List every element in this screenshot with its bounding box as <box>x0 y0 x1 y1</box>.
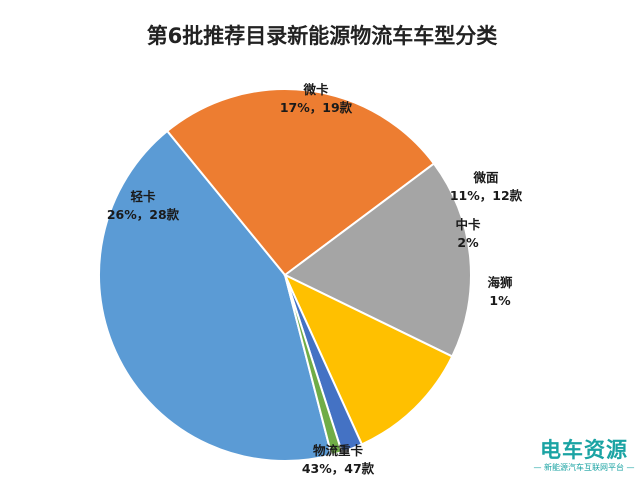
slice-value-label: 11%，12款 <box>450 188 523 203</box>
slice-name-label: 中卡 <box>455 217 481 232</box>
watermark-logo: 电车资源 — 新能源汽车互联网平台 — <box>528 438 640 474</box>
pie-slice-4 <box>282 272 454 446</box>
pie-slice-1 <box>98 129 333 462</box>
chart-title: 第6批推荐目录新能源物流车车型分类 <box>146 24 498 48</box>
slice-value-label: 1% <box>489 293 511 308</box>
pie-slice-2 <box>165 88 436 277</box>
slice-name-label: 轻卡 <box>130 189 156 204</box>
pie-slice-3 <box>283 162 472 358</box>
slice-value-label: 43%，47款 <box>302 461 375 476</box>
slice-name-label: 物流重卡 <box>313 443 364 458</box>
slice-name-label: 微面 <box>472 170 499 185</box>
watermark-logo-text: 电车资源 <box>540 438 628 462</box>
slice-value-label: 2% <box>457 235 479 250</box>
watermark-subtitle: — 新能源汽车互联网平台 — <box>533 463 635 472</box>
pie-slice-6 <box>284 274 344 457</box>
slice-value-label: 26%，28款 <box>107 207 180 222</box>
slice-name-label: 海狮 <box>487 275 513 290</box>
slice-name-label: 微卡 <box>302 82 329 97</box>
slice-value-label: 17%，19款 <box>280 100 353 115</box>
